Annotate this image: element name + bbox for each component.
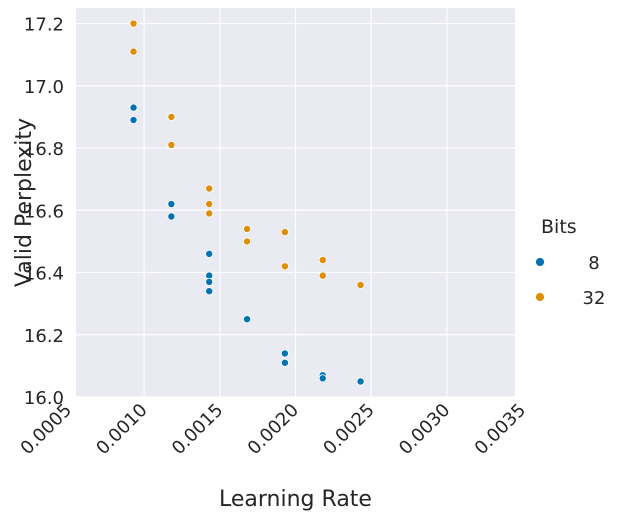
y-tick-label: 16.2 [24,326,64,347]
data-point [280,228,289,237]
y-tick-label: 17.0 [24,77,64,98]
data-point [129,47,138,56]
data-point [167,212,176,221]
data-point [205,209,214,218]
data-point [243,315,252,324]
data-point [205,200,214,209]
data-point [356,280,365,289]
y-tick-label: 16.4 [24,264,64,285]
y-tick-label: 16.8 [24,139,64,160]
data-point [356,377,365,386]
data-point [205,249,214,258]
legend-label: 32 [583,288,606,309]
y-axis-label: Valid Perplexity [12,118,37,287]
data-point [318,256,327,265]
data-point [318,271,327,280]
x-tick-label: 0.0020 [244,400,303,459]
x-tick-labels: 0.0005 0.0010 0.0015 0.0020 0.0025 0.0030 0.00… [17,400,531,459]
x-tick-label: 0.0015 [168,400,227,459]
y-tick-labels: 16.0 16.2 16.4 16.6 16.8 17.0 17.2 [24,15,64,409]
x-tick-label: 0.0010 [92,400,151,459]
data-point [280,349,289,358]
data-point [129,103,138,112]
y-tick-label: 17.2 [24,15,64,36]
data-points [129,19,365,386]
data-point [280,262,289,271]
y-tick-label: 16.0 [24,388,64,409]
data-point [280,358,289,367]
legend-title: Bits [541,216,577,238]
data-point [243,237,252,246]
data-point [318,374,327,383]
y-tick-label: 16.6 [24,201,64,222]
legend-marker [535,292,545,302]
data-point [129,116,138,125]
x-tick-label: 0.0035 [471,400,530,459]
data-point [129,19,138,28]
legend-marker [535,257,545,267]
legend-label: 8 [588,253,599,274]
data-point [167,200,176,209]
data-point [205,287,214,296]
data-point [205,184,214,193]
data-point [205,277,214,286]
data-point [243,224,252,233]
x-tick-label: 0.0030 [395,400,454,459]
data-point [167,112,176,121]
data-point [167,140,176,149]
legend: Bits 8 32 [535,216,606,309]
x-axis-label: Learning Rate [219,487,372,512]
x-tick-label: 0.0025 [319,400,378,459]
grid-lines [76,8,515,398]
